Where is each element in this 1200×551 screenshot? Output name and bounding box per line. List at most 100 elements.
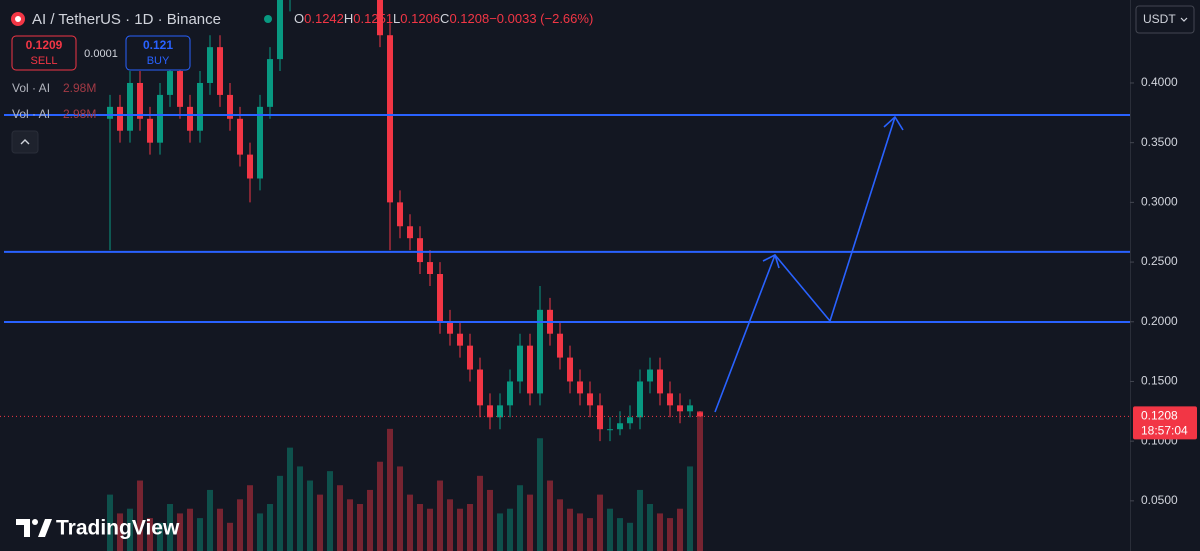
- volume-bar: [257, 513, 263, 551]
- candle-body: [157, 94, 163, 143]
- collapse-chevron[interactable]: [20, 139, 30, 145]
- candle-body: [417, 238, 423, 263]
- last-price-label: 0.1208: [1141, 408, 1178, 422]
- buy-label[interactable]: BUY: [147, 55, 170, 67]
- price-axis: 0.40000.35000.30000.25000.20000.15000.10…: [1130, 75, 1197, 507]
- volume-bar: [647, 504, 653, 551]
- candle-body: [247, 154, 253, 179]
- logo-part: [16, 519, 30, 537]
- y-tick-label: 0.4000: [1141, 75, 1178, 89]
- volume-bar: [177, 513, 183, 551]
- logo-part: [32, 519, 38, 525]
- volume-bar: [407, 494, 413, 551]
- arrow-path: [714, 116, 896, 413]
- ohlc-value: 0.1242: [304, 11, 344, 26]
- candle-body: [197, 82, 203, 131]
- candle-body: [427, 262, 433, 275]
- candle-body: [227, 94, 233, 119]
- volume-legend-label: Vol · AI: [12, 107, 50, 121]
- candle-body: [167, 71, 173, 95]
- candle-body: [237, 118, 243, 155]
- buy-button[interactable]: 0.121 BUY: [125, 35, 191, 71]
- volume-bar: [447, 499, 453, 551]
- volume-bar: [667, 518, 673, 551]
- volume-bar: [617, 518, 623, 551]
- symbol-icon-dot: [15, 16, 21, 22]
- volume-legend-label: Vol · AI: [12, 81, 50, 95]
- volume-bar: [157, 522, 163, 551]
- buy-price[interactable]: 0.121: [143, 38, 173, 52]
- symbol-title: AI / TetherUS · 1D · Binance: [32, 11, 221, 28]
- y-tick-label: 0.3500: [1141, 135, 1178, 149]
- spread: 0.0001: [84, 48, 118, 60]
- candle-body: [397, 202, 403, 227]
- candle-body: [387, 35, 393, 203]
- volume-bar: [637, 489, 643, 551]
- candle-body: [557, 333, 563, 358]
- candle-body: [487, 405, 493, 418]
- y-tick-label: 0.1500: [1141, 374, 1178, 388]
- change: −0.0033 (−2.66%): [489, 11, 593, 26]
- volume-bar: [687, 466, 693, 551]
- candle-body: [177, 71, 183, 107]
- ohlc-value: 0.1206: [400, 11, 440, 26]
- currency-box[interactable]: [1135, 5, 1195, 34]
- volume-bar: [117, 513, 123, 551]
- volume-bar: [227, 522, 233, 551]
- arrow-head: [762, 254, 780, 269]
- volume-bar: [307, 480, 313, 551]
- buy-box[interactable]: [125, 35, 191, 71]
- sell-price[interactable]: 0.1209: [26, 38, 63, 52]
- market-status: [264, 15, 272, 23]
- y-tick-label: 0.2000: [1141, 314, 1178, 328]
- volume-bar: [427, 508, 433, 551]
- volume-bar: [507, 508, 513, 551]
- volume-bar: [317, 494, 323, 551]
- volume-legend-value: 2.98M: [63, 107, 96, 121]
- volume-bar: [287, 447, 293, 551]
- volume-bar: [167, 504, 173, 551]
- ohlc-key: H: [344, 11, 353, 26]
- candle-body: [667, 393, 673, 406]
- candle-body: [497, 405, 503, 418]
- currency-label[interactable]: USDT: [1143, 12, 1176, 26]
- chevron[interactable]: [1180, 17, 1188, 22]
- sell-box[interactable]: [11, 35, 77, 71]
- volume-bar: [467, 504, 473, 551]
- candle-body: [697, 412, 703, 417]
- collapse-button[interactable]: [11, 130, 39, 154]
- volume-bar: [207, 489, 213, 551]
- collapse-box[interactable]: [11, 130, 39, 154]
- candle-body: [647, 369, 653, 382]
- volume-bar: [527, 494, 533, 551]
- sell-button[interactable]: 0.1209 SELL: [11, 35, 77, 71]
- candle-body: [617, 423, 623, 430]
- volume-bar: [487, 489, 493, 551]
- arrow-head: [883, 116, 904, 131]
- candle-body: [687, 405, 693, 412]
- currency-selector[interactable]: USDT: [1135, 5, 1195, 34]
- candle-body: [107, 106, 113, 119]
- volume-bar: [677, 508, 683, 551]
- ohlc-legend: O0.1242H0.1251L0.1206C0.1208−0.0033 (−2.…: [294, 11, 593, 26]
- volume-bar: [187, 508, 193, 551]
- candle-body: [187, 106, 193, 131]
- volume-bar: [337, 485, 343, 551]
- volume-bar: [607, 508, 613, 551]
- volume-bar: [237, 499, 243, 551]
- y-tick-label: 0.3000: [1141, 195, 1178, 209]
- candle-body: [277, 0, 283, 60]
- candle-body: [447, 321, 453, 334]
- candle-layer: [107, 0, 703, 442]
- candle-body: [577, 381, 583, 394]
- candle-body: [257, 106, 263, 179]
- watermark-text: TradingView: [56, 517, 180, 540]
- sell-label[interactable]: SELL: [31, 55, 58, 67]
- volume-bar: [277, 475, 283, 551]
- candle-body: [377, 0, 383, 36]
- volume-bar: [297, 466, 303, 551]
- candle-body: [537, 309, 543, 394]
- candle-body: [127, 82, 133, 131]
- candle-body: [407, 226, 413, 239]
